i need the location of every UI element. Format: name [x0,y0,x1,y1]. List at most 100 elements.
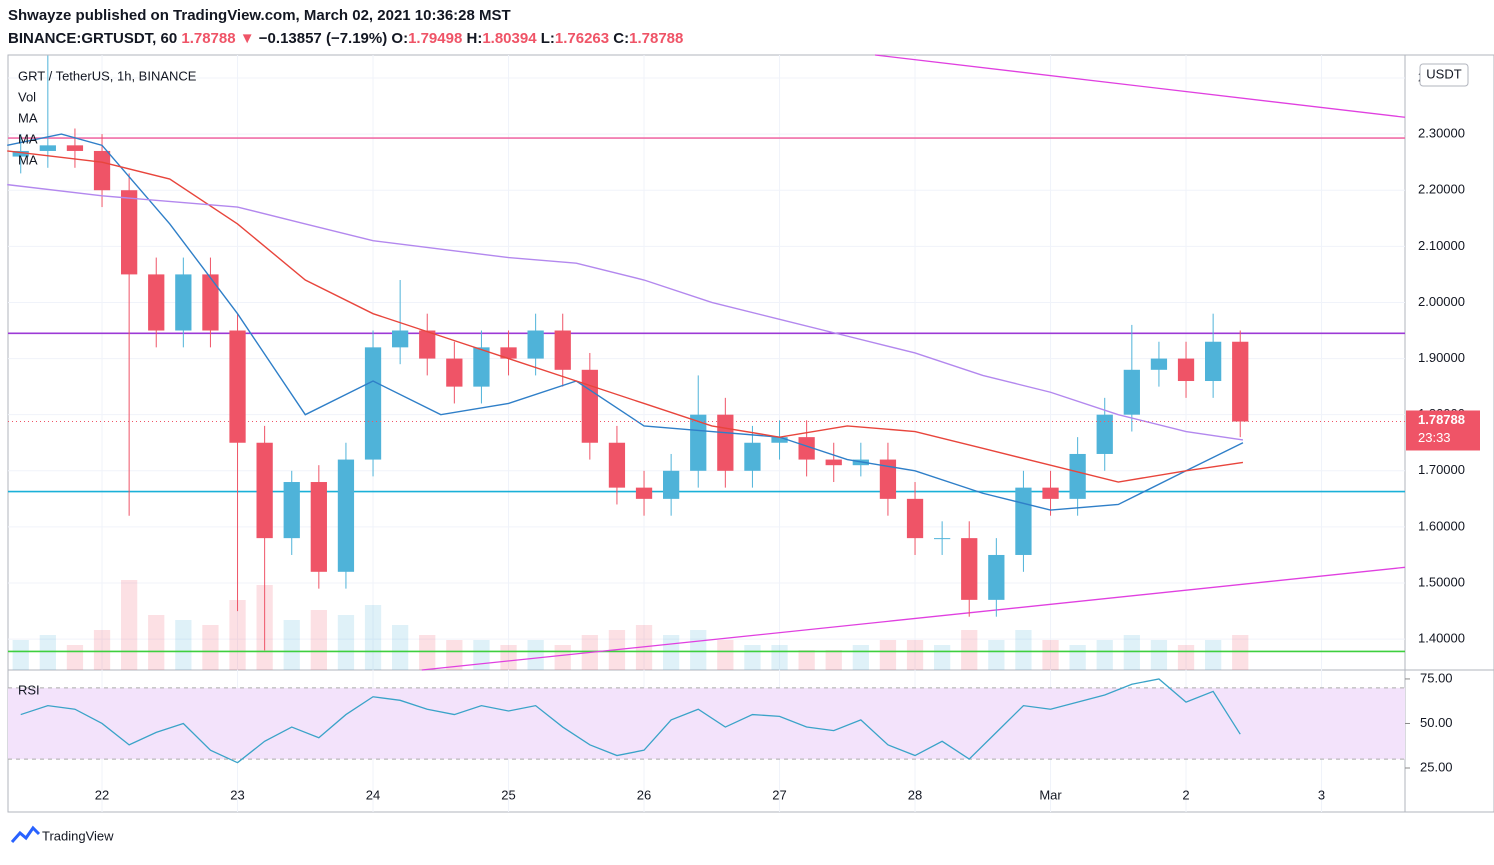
volume-bar [446,640,463,670]
price-tag-countdown: 23:33 [1418,430,1451,445]
volume-bar [988,640,1005,670]
candle-body [635,487,653,499]
legend-ma: MA [18,131,38,146]
candle-body [934,538,951,540]
volume-bar [1177,645,1195,670]
legend-vol: Vol [18,89,36,104]
volume-bar [934,645,951,670]
volume-bar [906,640,924,670]
moving-average [7,183,1244,441]
arrow: ▼ [240,30,255,47]
volume-bar [202,625,219,670]
volume-bar [310,610,327,670]
volume-bar [825,650,842,670]
legend-ma: MA [18,110,38,125]
publisher: Shwayze published on TradingView.com, Ma… [8,7,511,24]
candle-body [39,145,56,151]
volume-bar [961,630,978,670]
volume-bar [717,640,734,670]
x-tick-label: 27 [772,787,786,802]
x-tick-label: 25 [501,787,515,802]
y-tick-label: 1.60000 [1418,518,1465,533]
symbol: BINANCE:GRTUSDT, 60 [8,30,177,47]
volume-bar [690,630,707,670]
candle-body [1232,341,1249,422]
moving-average [7,133,1244,511]
y-tick-label: 2.30000 [1418,126,1465,141]
last: 1.78788 [181,30,235,47]
volume-bar [663,635,680,670]
rsi-label: RSI [18,682,40,697]
candle-body [66,145,84,151]
candle-body [93,150,111,191]
c-label: C: [613,30,629,47]
candle-body [879,459,897,499]
x-tick-label: 2 [1182,787,1189,802]
candle-body [202,274,219,331]
volume-bar [12,640,29,670]
y-tick-label: 1.90000 [1418,350,1465,365]
volume-bar [66,645,84,670]
candle-body [581,369,598,443]
o: 1.79498 [408,30,462,47]
volume-bar [1015,630,1032,670]
candle-body [663,470,680,499]
candle-body [1150,358,1168,370]
candle-body [1205,341,1222,382]
volume-bar [473,640,490,670]
rsi-tick-label: 25.00 [1420,759,1453,774]
price-tag [1406,410,1480,451]
candle-body [148,274,165,331]
y-tick-label: 1.40000 [1418,631,1465,646]
candle-body [500,347,517,359]
candle-body [392,330,409,348]
footer: TradingView [42,828,114,843]
trend-line [421,566,1406,671]
volume-bar [798,650,815,670]
candle-body [12,150,29,157]
rsi-tick-label: 50.00 [1420,715,1453,730]
volume-bar [93,630,111,670]
candle-body [798,437,815,460]
candle-body [364,347,382,460]
candle-body [554,330,571,370]
legend-title: GRT / TetherUS, 1h, BINANCE [18,68,197,83]
candle-body [771,437,788,443]
currency: USDT [1426,66,1461,81]
l-label: L: [541,30,555,47]
y-tick-label: 1.50000 [1418,574,1465,589]
candle-body [717,414,734,471]
frame [7,54,1494,813]
x-tick-label: 3 [1318,787,1325,802]
logo [10,825,41,843]
volume-bar [148,615,165,670]
x-tick-label: 22 [95,787,109,802]
candle-body [175,274,192,331]
legend-ma: MA [18,152,38,167]
x-tick-label: 23 [230,787,244,802]
volume-bar [121,580,138,670]
candle-body [256,442,273,539]
volume-bar [39,635,56,670]
candle-body [419,330,436,359]
y-tick-label: 2.20000 [1418,182,1465,197]
y-tick-label: 2.00000 [1418,294,1465,309]
volume-bar [1150,640,1168,670]
y-tick-label: 2.10000 [1418,238,1465,253]
x-tick-label: 24 [366,787,380,802]
volume-bar [635,625,653,670]
candle-body [1042,487,1059,499]
candle-body [473,347,490,387]
o-label: O: [391,30,408,47]
x-tick-label: 26 [637,787,651,802]
volume-bar [879,640,897,670]
candle-body [1015,487,1032,555]
volume-bar [1123,635,1140,670]
volume-bar [175,620,192,670]
rsi-line [20,678,1241,764]
candle-body [961,538,978,600]
candle-body [1123,369,1140,415]
volume-bar [744,645,761,670]
candle-body [1177,358,1195,382]
